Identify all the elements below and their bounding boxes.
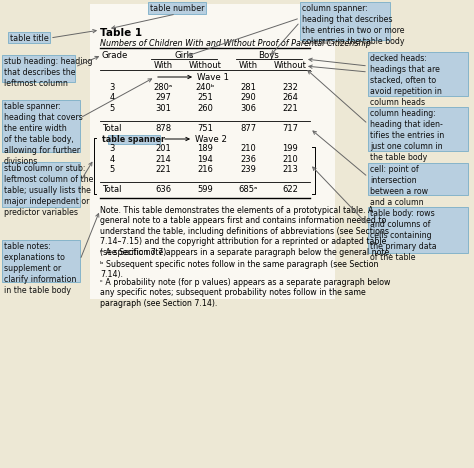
FancyBboxPatch shape	[368, 52, 468, 96]
Text: 3: 3	[109, 83, 115, 92]
Text: 194: 194	[197, 154, 213, 163]
Text: 232: 232	[282, 83, 298, 92]
Text: 685ᵃ: 685ᵃ	[238, 185, 258, 194]
Text: 4: 4	[109, 154, 115, 163]
Text: 213: 213	[282, 165, 298, 174]
Text: Without: Without	[273, 61, 306, 71]
FancyBboxPatch shape	[2, 100, 80, 152]
Text: 599: 599	[197, 185, 213, 194]
Text: 306: 306	[240, 104, 256, 113]
FancyBboxPatch shape	[8, 32, 50, 43]
Text: 199: 199	[282, 144, 298, 153]
Text: Table 1: Table 1	[100, 28, 142, 38]
Text: Numbers of Children With and Without Proof of Parental Citizenship: Numbers of Children With and Without Pro…	[100, 39, 371, 48]
Text: With: With	[154, 61, 173, 71]
Text: Total: Total	[102, 185, 121, 194]
Text: 260: 260	[197, 104, 213, 113]
Text: cell: point of
intersection
between a row
and a column: cell: point of intersection between a ro…	[370, 165, 428, 207]
Text: 290: 290	[240, 94, 256, 102]
Text: 751: 751	[197, 124, 213, 133]
Text: 297: 297	[155, 94, 171, 102]
Text: 878: 878	[155, 124, 171, 133]
Text: Wave 1: Wave 1	[197, 73, 229, 81]
Text: 4: 4	[109, 94, 115, 102]
Text: 189: 189	[197, 144, 213, 153]
FancyBboxPatch shape	[148, 2, 206, 14]
Text: column heading:
heading that iden-
tifies the entries in
just one column in
the : column heading: heading that iden- tifie…	[370, 109, 444, 162]
Text: Boys: Boys	[258, 51, 280, 59]
Text: Girls: Girls	[174, 51, 194, 59]
Text: stub heading: heading
that describes the
leftmost column: stub heading: heading that describes the…	[4, 57, 92, 88]
FancyBboxPatch shape	[368, 163, 468, 195]
Text: Total: Total	[102, 124, 121, 133]
Text: 236: 236	[240, 154, 256, 163]
Text: 264: 264	[282, 94, 298, 102]
FancyBboxPatch shape	[108, 134, 160, 144]
FancyBboxPatch shape	[368, 107, 468, 151]
Text: ᵃ A specific note appears in a separate paragraph below the general note.: ᵃ A specific note appears in a separate …	[100, 248, 392, 257]
Text: 210: 210	[240, 144, 256, 153]
Text: 239: 239	[240, 165, 256, 174]
Text: 240ᵇ: 240ᵇ	[195, 83, 215, 92]
Text: 214: 214	[155, 154, 171, 163]
Text: 717: 717	[282, 124, 298, 133]
Text: table title: table title	[10, 34, 49, 43]
Text: 280ᵃ: 280ᵃ	[154, 83, 173, 92]
Text: 877: 877	[240, 124, 256, 133]
Text: table spanner: table spanner	[102, 134, 165, 144]
Text: stub column or stub:
leftmost column of the
table; usually lists the
major indep: stub column or stub: leftmost column of …	[4, 164, 93, 218]
Text: Grade: Grade	[102, 51, 128, 59]
Text: Wave 2: Wave 2	[195, 134, 227, 144]
Text: 5: 5	[109, 165, 115, 174]
Text: Without: Without	[189, 61, 221, 71]
Text: table body: rows
and columns of
cells containing
the primary data
of the table: table body: rows and columns of cells co…	[370, 209, 437, 263]
Text: 210: 210	[282, 154, 298, 163]
Text: 221: 221	[155, 165, 171, 174]
Text: column spanner:
heading that describes
the entries in two or more
columns in the: column spanner: heading that describes t…	[302, 4, 404, 46]
FancyBboxPatch shape	[90, 4, 335, 299]
Text: 216: 216	[197, 165, 213, 174]
FancyBboxPatch shape	[300, 2, 390, 40]
Text: Note. This table demonstrates the elements of a prototypical table. A
general no: Note. This table demonstrates the elemen…	[100, 206, 389, 256]
Text: 221: 221	[282, 104, 298, 113]
Text: 281: 281	[240, 83, 256, 92]
Text: ᵇ Subsequent specific notes follow in the same paragraph (see Section
7.14).: ᵇ Subsequent specific notes follow in th…	[100, 260, 379, 279]
FancyBboxPatch shape	[2, 55, 75, 82]
FancyBboxPatch shape	[2, 162, 80, 207]
Text: 5: 5	[109, 104, 115, 113]
Text: 636: 636	[155, 185, 171, 194]
Text: 3: 3	[109, 144, 115, 153]
Text: decked heads:
headings that are
stacked, often to
avoid repetition in
column hea: decked heads: headings that are stacked,…	[370, 54, 442, 107]
Text: 201: 201	[155, 144, 171, 153]
Text: 251: 251	[197, 94, 213, 102]
Text: table notes:
explanations to
supplement or
clarify information
in the table body: table notes: explanations to supplement …	[4, 242, 76, 295]
Text: 622: 622	[282, 185, 298, 194]
Text: ᶜ A probability note (for p values) appears as a separate paragraph below
any sp: ᶜ A probability note (for p values) appe…	[100, 278, 391, 308]
Text: table spanner:
heading that covers
the entire width
of the table body,
allowing : table spanner: heading that covers the e…	[4, 102, 83, 167]
Text: 301: 301	[155, 104, 171, 113]
FancyBboxPatch shape	[368, 207, 468, 253]
FancyBboxPatch shape	[2, 240, 80, 282]
Text: With: With	[238, 61, 257, 71]
Text: table number: table number	[150, 4, 204, 13]
